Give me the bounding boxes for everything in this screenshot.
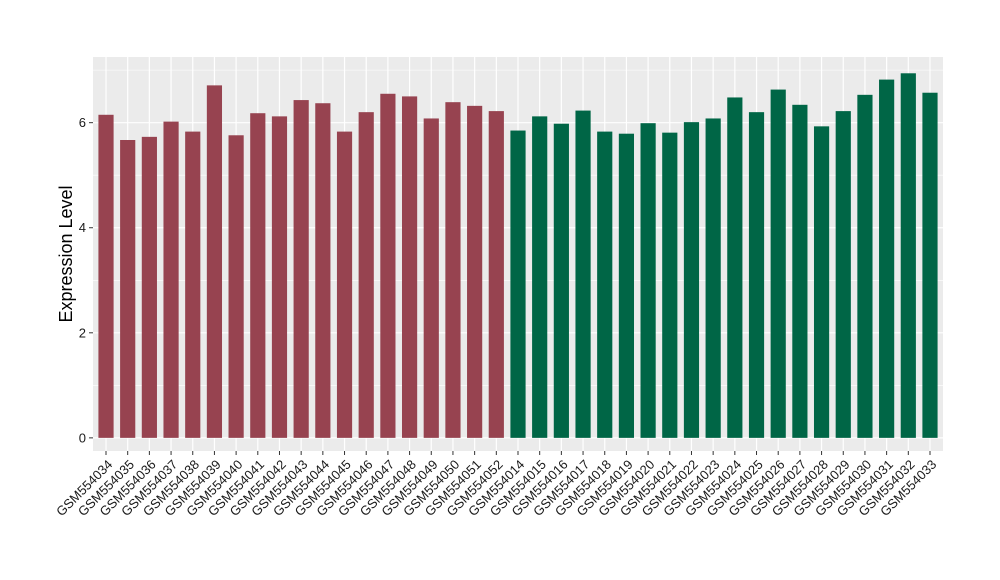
bar [98, 114, 114, 438]
bar [206, 85, 223, 438]
bar [575, 110, 591, 438]
bar [727, 97, 743, 438]
bar [879, 79, 895, 438]
bar [271, 116, 288, 438]
bar [336, 131, 353, 438]
bar [662, 132, 678, 438]
bar [358, 112, 374, 438]
y-tick-label: 0 [79, 430, 86, 445]
bar [250, 113, 266, 438]
bar [380, 93, 396, 438]
y-axis: 0 2 4 6 [79, 115, 93, 445]
bar [293, 100, 309, 438]
x-axis: GSM554034GSM554035GSM554036GSM554037GSM5… [53, 451, 939, 519]
y-axis-title: Expression Level [56, 185, 76, 322]
bar [228, 135, 244, 438]
bar [315, 103, 331, 438]
bar [597, 131, 613, 438]
bar [618, 133, 635, 438]
bar [185, 131, 201, 438]
bar [488, 111, 504, 438]
bar [467, 105, 483, 438]
bar [792, 104, 808, 438]
bar [835, 111, 851, 438]
bar [532, 116, 548, 438]
bar [640, 123, 656, 438]
bar [857, 94, 873, 438]
bars [98, 73, 938, 438]
bar [748, 112, 765, 438]
bar [120, 140, 136, 438]
bar [423, 118, 439, 438]
bar [510, 130, 526, 438]
bar [683, 122, 700, 438]
bar [141, 136, 157, 438]
bar [445, 102, 461, 438]
bar [922, 92, 938, 438]
bar [401, 96, 418, 438]
bar [163, 121, 179, 438]
y-tick-label: 2 [79, 325, 86, 340]
bar [770, 89, 786, 438]
y-tick-label: 6 [79, 115, 86, 130]
bar [900, 73, 916, 438]
bar [553, 123, 569, 438]
bar [705, 118, 721, 438]
y-tick-label: 4 [79, 220, 86, 235]
bar [813, 126, 830, 438]
